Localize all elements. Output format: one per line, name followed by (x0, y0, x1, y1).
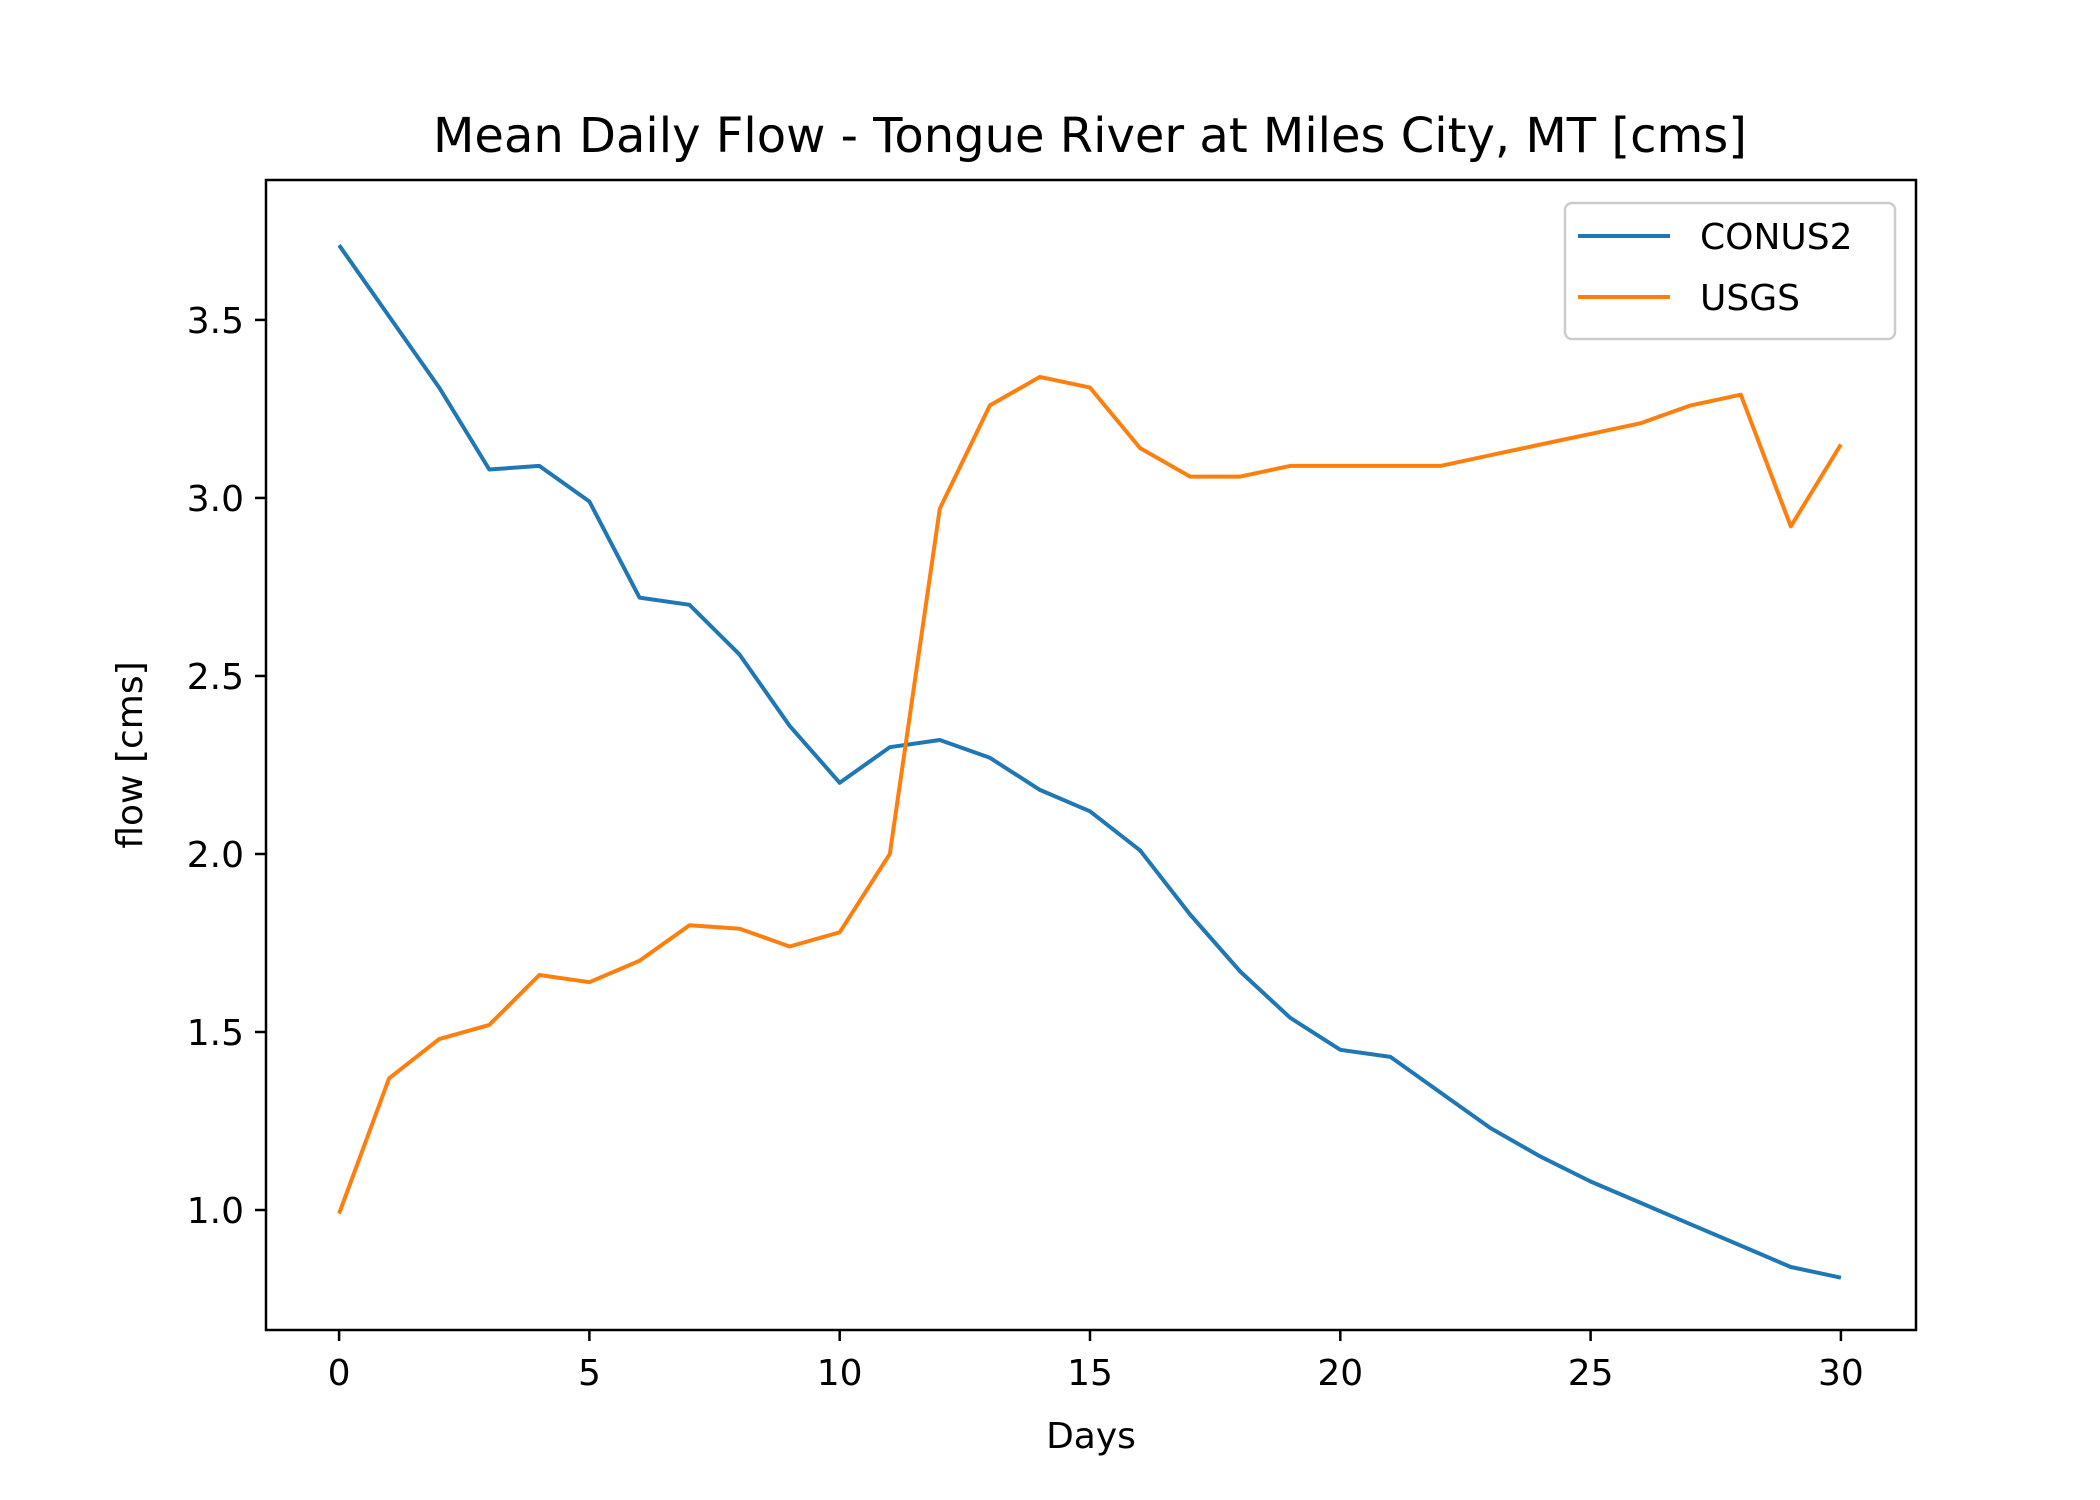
chart-title: Mean Daily Flow - Tongue River at Miles … (433, 108, 1747, 164)
x-tick-label: 0 (328, 1353, 351, 1394)
legend-label-usgs: USGS (1700, 278, 1800, 319)
y-tick-label: 3.5 (187, 301, 244, 342)
series-layer (337, 244, 1843, 1280)
y-axis-label: flow [cms] (110, 661, 151, 848)
legend: CONUS2 USGS (1563, 201, 1897, 341)
y-axis: 1.0 1.5 2.0 2.5 3.0 3.5 (187, 301, 266, 1232)
y-tick-label: 3.0 (187, 479, 244, 520)
series-line-conus2 (337, 244, 1842, 1280)
x-axis: 0 5 10 15 20 25 30 (328, 1330, 1864, 1394)
x-tick-label: 15 (1067, 1353, 1113, 1394)
x-tick-label: 25 (1568, 1353, 1614, 1394)
x-tick-label: 5 (578, 1353, 601, 1394)
x-tick-label: 30 (1818, 1353, 1864, 1394)
series-line-usgs (337, 374, 1843, 1215)
y-tick-label: 1.0 (187, 1191, 244, 1232)
legend-label-conus2: CONUS2 (1700, 217, 1853, 258)
y-tick-label: 1.5 (187, 1013, 244, 1054)
x-axis-label: Days (1046, 1416, 1136, 1457)
x-tick-label: 10 (817, 1353, 863, 1394)
y-tick-label: 2.0 (187, 835, 244, 876)
x-tick-label: 20 (1317, 1353, 1363, 1394)
y-tick-label: 2.5 (187, 657, 244, 698)
